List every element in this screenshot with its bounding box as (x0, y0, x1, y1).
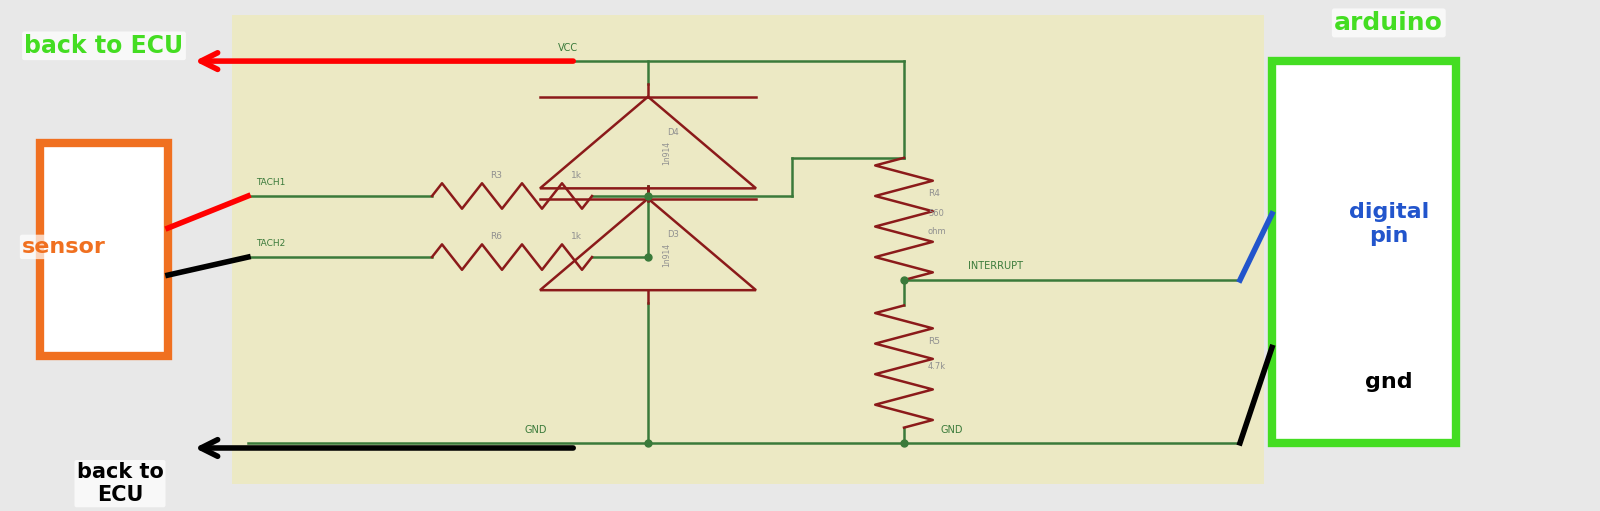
Bar (232, 15, 1264, 483)
Text: 4.7k: 4.7k (928, 362, 946, 371)
Text: back to ECU: back to ECU (24, 34, 184, 58)
Text: digital
pin: digital pin (1349, 202, 1429, 246)
Text: 1k: 1k (571, 171, 581, 180)
Text: D4: D4 (667, 128, 678, 137)
Text: TACH2: TACH2 (256, 239, 285, 248)
Text: 1n914: 1n914 (662, 141, 672, 165)
Text: gnd: gnd (1365, 372, 1413, 392)
Text: arduino: arduino (1334, 11, 1443, 35)
Text: back to
ECU: back to ECU (77, 462, 163, 505)
Text: gnd: gnd (1365, 372, 1413, 392)
Text: INTERRUPT: INTERRUPT (968, 261, 1022, 271)
Text: sensor: sensor (22, 237, 106, 257)
Text: arduino: arduino (1334, 11, 1443, 35)
Text: GND: GND (941, 425, 963, 435)
Text: 1n914: 1n914 (662, 243, 672, 267)
Text: back to ECU: back to ECU (24, 34, 184, 58)
Text: 1k: 1k (571, 233, 581, 241)
Text: VCC: VCC (558, 43, 578, 54)
Text: sensor: sensor (22, 237, 106, 257)
Text: 560: 560 (928, 210, 944, 218)
Bar (40, 143, 168, 356)
Text: R4: R4 (928, 189, 939, 198)
Text: GND: GND (525, 425, 547, 435)
Text: D3: D3 (667, 229, 678, 239)
Text: digital
pin: digital pin (1349, 202, 1429, 246)
Text: back to
ECU: back to ECU (77, 462, 163, 505)
Text: TACH1: TACH1 (256, 178, 285, 187)
Text: R6: R6 (490, 233, 502, 241)
Bar (1272, 61, 1456, 443)
Text: ohm: ohm (928, 227, 947, 236)
Text: R3: R3 (490, 171, 502, 180)
Text: R5: R5 (928, 337, 939, 345)
